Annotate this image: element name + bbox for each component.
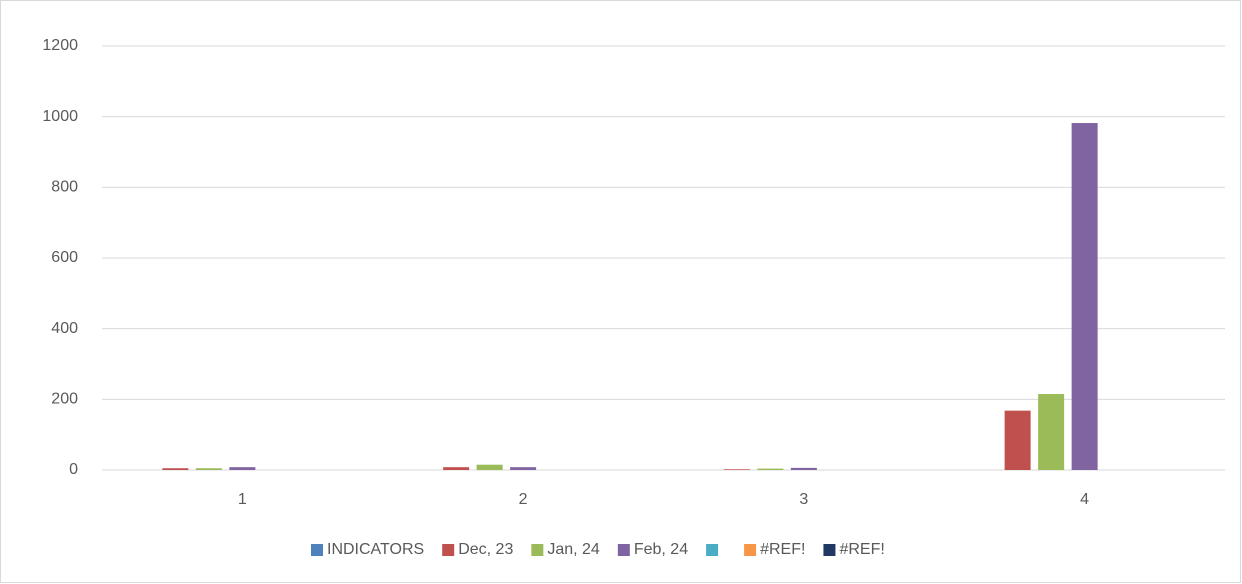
bar bbox=[1071, 123, 1098, 470]
bar bbox=[476, 464, 503, 470]
y-tick-label: 800 bbox=[51, 179, 78, 196]
y-tick-label: 1000 bbox=[42, 108, 78, 125]
legend-label: Jan, 24 bbox=[547, 541, 600, 558]
legend-label: Feb, 24 bbox=[634, 541, 688, 558]
legend-swatch bbox=[311, 544, 323, 556]
bar bbox=[1038, 394, 1065, 470]
y-tick-label: 600 bbox=[51, 249, 78, 266]
bar bbox=[723, 469, 750, 470]
legend-label: #REF! bbox=[760, 541, 805, 558]
y-tick-label: 1200 bbox=[42, 37, 78, 54]
legend-label: INDICATORS bbox=[327, 541, 424, 558]
legend-swatch bbox=[706, 544, 719, 556]
bar bbox=[162, 468, 189, 470]
legend-label: Dec, 23 bbox=[458, 541, 513, 558]
legend-swatch bbox=[442, 544, 455, 556]
legend-swatch bbox=[823, 544, 836, 556]
bar bbox=[443, 467, 470, 470]
x-tick-label: 1 bbox=[238, 491, 247, 508]
bar bbox=[229, 467, 256, 470]
y-tick-label: 0 bbox=[69, 461, 78, 478]
bar bbox=[790, 467, 817, 470]
y-tick-label: 200 bbox=[51, 391, 78, 408]
bar bbox=[1004, 410, 1031, 470]
x-tick-label: 4 bbox=[1080, 491, 1089, 508]
legend-label: #REF! bbox=[839, 541, 884, 558]
y-tick-label: 400 bbox=[51, 320, 78, 337]
legend-swatch bbox=[744, 544, 757, 556]
bar bbox=[510, 467, 537, 470]
legend-swatch bbox=[617, 544, 630, 556]
legend-swatch bbox=[531, 544, 544, 556]
bar bbox=[757, 468, 784, 470]
x-tick-label: 2 bbox=[519, 491, 528, 508]
bar bbox=[195, 468, 222, 470]
x-tick-label: 3 bbox=[799, 491, 808, 508]
